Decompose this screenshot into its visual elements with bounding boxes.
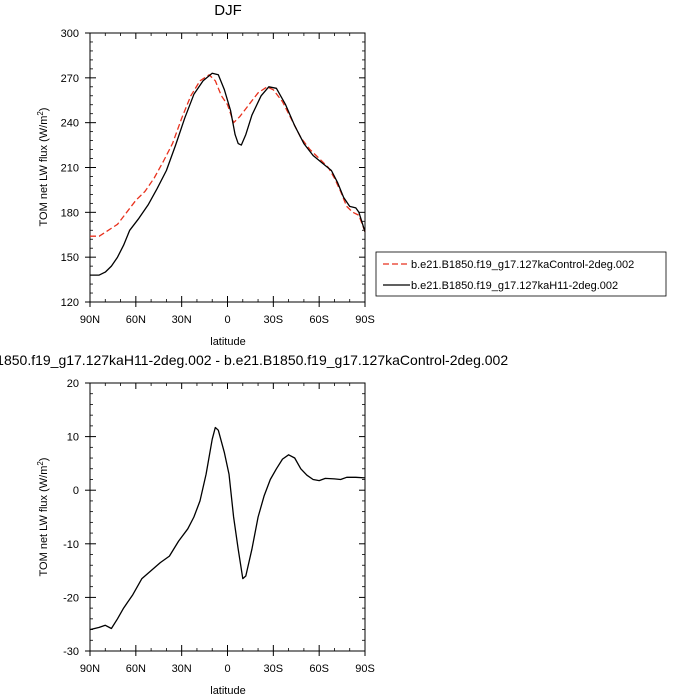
- y-tick-label: 240: [61, 118, 79, 130]
- bottom-x-tick-labels: 90N 60N 30N 0 30S 60S 90S: [80, 663, 375, 675]
- bottom-panel: b.e21.B1850.f19_g17.127kaH11-2deg.002 - …: [0, 352, 508, 697]
- x-tick-label: 30S: [264, 663, 284, 675]
- bottom-y-tick-labels: -30 -20 -10 0 10 20: [63, 378, 79, 658]
- y-tick-label: 270: [61, 73, 79, 85]
- top-series-lines: [90, 72, 366, 276]
- bottom-y-axis-label: TOM net LW flux (W/m2): [36, 458, 50, 577]
- x-tick-label: 30N: [172, 314, 192, 326]
- top-x-axis-label: latitude: [210, 336, 245, 348]
- y-tick-label: 10: [67, 432, 79, 444]
- x-tick-label: 90S: [355, 314, 375, 326]
- top-x-tick-labels: 90N 60N 30N 0 30S 60S 90S: [80, 314, 375, 326]
- x-tick-label: 60N: [126, 314, 146, 326]
- bottom-y-axis-label-close: ): [38, 458, 50, 462]
- x-tick-label: 60N: [126, 663, 146, 675]
- bottom-x-axis-label: latitude: [210, 685, 245, 697]
- legend-label-control: b.e21.B1850.f19_g17.127kaControl-2deg.00…: [411, 259, 634, 271]
- y-tick-label: 0: [73, 485, 79, 497]
- top-y-axis-label-sup: 2: [36, 111, 45, 116]
- y-tick-label: -20: [63, 592, 79, 604]
- series-line-1: [90, 72, 366, 276]
- legend: b.e21.B1850.f19_g17.127kaControl-2deg.00…: [375, 251, 667, 297]
- x-tick-label: 30S: [264, 314, 284, 326]
- top-y-axis-label-close: ): [38, 108, 50, 112]
- y-tick-label: 150: [61, 252, 79, 264]
- top-chart-title: DJF: [214, 2, 242, 19]
- y-tick-label: 20: [67, 378, 79, 390]
- bottom-series-lines: [89, 426, 366, 631]
- x-tick-label: 60S: [309, 663, 329, 675]
- bottom-tick-marks: [85, 382, 366, 656]
- y-tick-label: 120: [61, 297, 79, 309]
- bottom-y-axis-label-main: TOM net LW flux (W/m: [38, 466, 50, 577]
- legend-label-h11: b.e21.B1850.f19_g17.127kaH11-2deg.002: [411, 280, 618, 292]
- bottom-y-axis-label-sup: 2: [36, 461, 45, 466]
- x-tick-label: 0: [224, 663, 230, 675]
- y-tick-label: 300: [61, 28, 79, 40]
- series-line-0: [89, 426, 366, 631]
- legend-box: [375, 251, 667, 297]
- top-y-axis-label: TOM net LW flux (W/m2): [36, 108, 50, 227]
- top-y-tick-labels: 120 150 180 210 240 270 300: [61, 28, 79, 309]
- bottom-plot-frame: [89, 382, 366, 652]
- top-panel: DJF 120 150 180 210 240 270 300 90N 60N 30N 0 30S 6…: [36, 2, 375, 348]
- y-tick-label: -10: [63, 539, 79, 551]
- x-tick-label: 90N: [80, 314, 100, 326]
- x-tick-label: 90N: [80, 663, 100, 675]
- x-tick-label: 0: [224, 314, 230, 326]
- x-tick-label: 90S: [355, 663, 375, 675]
- top-tick-marks: [85, 32, 366, 307]
- bottom-chart-title: b.e21.B1850.f19_g17.127kaH11-2deg.002 - …: [0, 352, 508, 368]
- top-y-axis-label-main: TOM net LW flux (W/m: [38, 116, 50, 227]
- top-plot-frame: [89, 32, 366, 303]
- x-tick-label: 60S: [309, 314, 329, 326]
- y-tick-label: 210: [61, 163, 79, 175]
- y-tick-label: 180: [61, 207, 79, 219]
- y-tick-label: -30: [63, 646, 79, 658]
- x-tick-label: 30N: [172, 663, 192, 675]
